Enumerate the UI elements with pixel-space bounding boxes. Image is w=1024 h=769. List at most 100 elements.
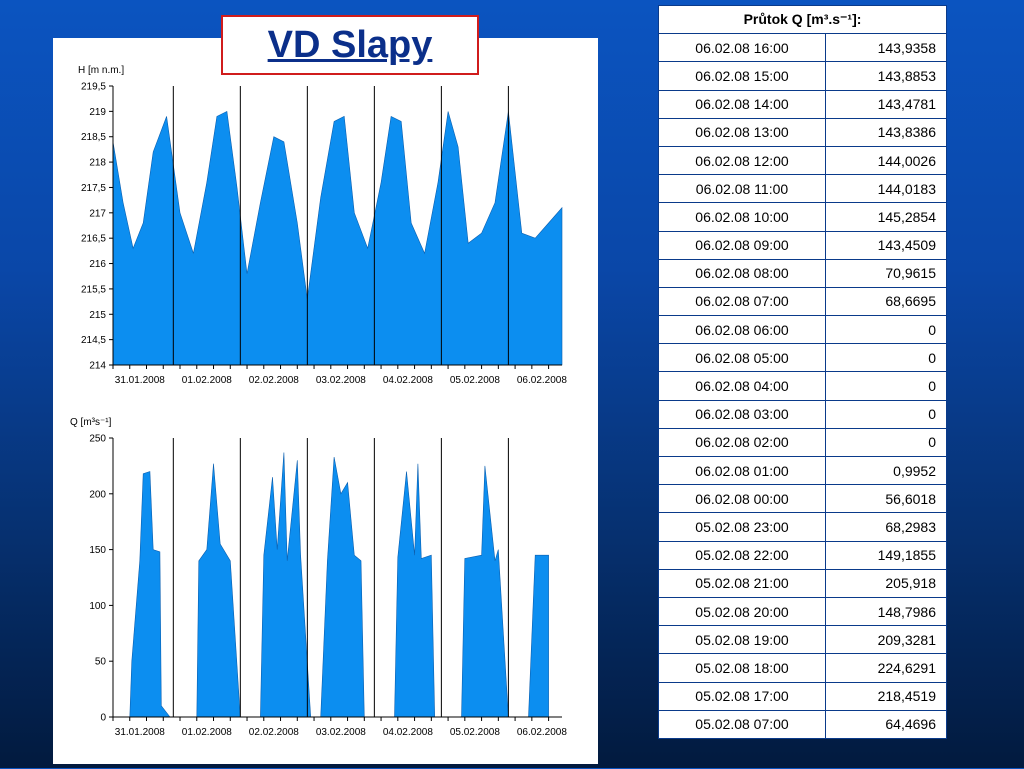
y-axis-label: H [m n.m.]: [78, 65, 124, 76]
x-tick-label: 04.02.2008: [383, 727, 433, 738]
table-cell-flow: 68,2983: [825, 512, 947, 542]
table-row: 06.02.08 06:00 0: [658, 315, 947, 345]
x-tick-label: 06.02.2008: [517, 375, 567, 386]
table-row: 05.02.08 21:00 205,918: [658, 568, 947, 598]
y-tick-label: 200: [89, 489, 106, 500]
table-cell-time: 06.02.08 09:00: [658, 230, 826, 260]
title-box: VD Slapy: [221, 15, 479, 75]
y-tick-label: 217: [89, 208, 106, 219]
x-tick-label: 01.02.2008: [182, 375, 232, 386]
table-cell-time: 06.02.08 10:00: [658, 202, 826, 232]
y-tick-label: 215: [89, 310, 106, 321]
table-cell-time: 06.02.08 08:00: [658, 258, 826, 288]
table-cell-time: 06.02.08 11:00: [658, 174, 826, 204]
table-header-row: Průtok Q [m³.s⁻¹]:: [658, 4, 947, 35]
table-cell-time: 06.02.08 02:00: [658, 427, 826, 458]
table-cell-flow: 0: [825, 315, 947, 345]
table-row: 05.02.08 20:00 148,7986: [658, 596, 947, 627]
table-row: 05.02.08 17:00 218,4519: [658, 681, 947, 711]
table-cell-flow: 145,2854: [825, 202, 947, 232]
table-cell-flow: 148,7986: [825, 596, 947, 627]
table-cell-flow: 209,3281: [825, 625, 947, 655]
table-cell-flow: 205,918: [825, 568, 947, 598]
table-header: Průtok Q [m³.s⁻¹]:: [658, 4, 947, 35]
table-row: 06.02.08 09:00 143,4509: [658, 230, 947, 260]
discharge-chart: 0 50 100 150 200 250 31.01.2008 01.02.2008 02.02…: [70, 417, 567, 738]
y-tick-label: 215,5: [81, 284, 106, 295]
table-row: 06.02.08 16:00 143,9358: [658, 33, 947, 63]
table-cell-flow: 68,6695: [825, 286, 947, 317]
table-row: 06.02.08 02:00 0: [658, 427, 947, 458]
table-cell-flow: 143,8386: [825, 117, 947, 147]
x-tick-label: 05.02.2008: [450, 727, 500, 738]
table-cell-time: 06.02.08 07:00: [658, 286, 826, 317]
table-cell-flow: 0: [825, 427, 947, 458]
y-tick-label: 0: [100, 713, 106, 724]
x-tick-label: 03.02.2008: [316, 375, 366, 386]
y-tick-label: 218,5: [81, 132, 106, 143]
table-cell-time: 05.02.08 17:00: [658, 681, 826, 711]
table-cell-flow: 149,1855: [825, 540, 947, 570]
y-tick-label: 217,5: [81, 183, 106, 194]
table-cell-time: 06.02.08 05:00: [658, 343, 826, 373]
table-cell-time: 05.02.08 18:00: [658, 653, 826, 683]
y-tick-label: 100: [89, 601, 106, 612]
table-row: 06.02.08 12:00 144,0026: [658, 145, 947, 176]
table-row: 06.02.08 11:00 144,0183: [658, 174, 947, 204]
table-cell-flow: 218,4519: [825, 681, 947, 711]
table-cell-time: 06.02.08 04:00: [658, 371, 826, 401]
table-row: 06.02.08 13:00 143,8386: [658, 117, 947, 147]
charts-svg: 214 214,5 215 215,5 216 216,5 217 217,5 218 218,5…: [70, 65, 567, 738]
table-row: 06.02.08 14:00 143,4781: [658, 89, 947, 119]
x-tick-label: 02.02.2008: [249, 375, 299, 386]
table-cell-time: 06.02.08 06:00: [658, 315, 826, 345]
table-cell-flow: 56,6018: [825, 484, 947, 514]
table-cell-flow: 224,6291: [825, 653, 947, 683]
table-row: 06.02.08 04:00 0: [658, 371, 947, 401]
y-tick-label: 250: [89, 434, 106, 445]
x-tick-label: 03.02.2008: [316, 727, 366, 738]
table-cell-time: 05.02.08 22:00: [658, 540, 826, 570]
table-cell-time: 05.02.08 21:00: [658, 568, 826, 598]
table-cell-time: 05.02.08 07:00: [658, 709, 826, 739]
x-tick-label: 31.01.2008: [115, 375, 165, 386]
series-area: [113, 452, 549, 718]
table-row: 06.02.08 15:00 143,8853: [658, 61, 947, 91]
table-cell-time: 06.02.08 14:00: [658, 89, 826, 119]
y-tick-label: 216: [89, 259, 106, 270]
table-cell-flow: 0: [825, 371, 947, 401]
y-tick-label: 216,5: [81, 234, 106, 245]
table-cell-time: 06.02.08 13:00: [658, 117, 826, 147]
table-cell-time: 05.02.08 23:00: [658, 512, 826, 542]
x-tick-label: 04.02.2008: [383, 375, 433, 386]
table-cell-time: 06.02.08 15:00: [658, 61, 826, 91]
y-tick-label: 219,5: [81, 82, 106, 93]
y-axis-label: Q [m³s⁻¹]: [70, 417, 112, 428]
flow-table: Průtok Q [m³.s⁻¹]: 06.02.08 16:00 143,935…: [658, 4, 947, 739]
water-level-chart: 214 214,5 215 215,5 216 216,5 217 217,5 218 218,5…: [78, 65, 567, 386]
table-row: 06.02.08 05:00 0: [658, 343, 947, 373]
table-cell-time: 06.02.08 12:00: [658, 145, 826, 176]
x-tick-label: 05.02.2008: [450, 375, 500, 386]
table-cell-flow: 143,8853: [825, 61, 947, 91]
table-row: 06.02.08 07:00 68,6695: [658, 286, 947, 317]
y-tick-label: 214: [89, 361, 106, 372]
table-row: 05.02.08 22:00 149,1855: [658, 540, 947, 570]
table-cell-time: 05.02.08 20:00: [658, 596, 826, 627]
x-tick-label: 06.02.2008: [517, 727, 567, 738]
table-body: 06.02.08 16:00 143,9358 06.02.08 15:00 143,…: [658, 33, 947, 739]
table-cell-flow: 143,4509: [825, 230, 947, 260]
table-cell-flow: 143,9358: [825, 33, 947, 63]
table-cell-time: 06.02.08 16:00: [658, 33, 826, 63]
table-cell-time: 05.02.08 19:00: [658, 625, 826, 655]
series-area: [112, 110, 563, 366]
x-tick-label: 01.02.2008: [182, 727, 232, 738]
x-tick-label: 31.01.2008: [115, 727, 165, 738]
table-row: 06.02.08 01:00 0,9952: [658, 455, 947, 486]
y-tick-label: 218: [89, 158, 106, 169]
table-cell-flow: 0: [825, 399, 947, 429]
y-tick-label: 50: [95, 657, 107, 668]
table-row: 05.02.08 18:00 224,6291: [658, 653, 947, 683]
page-title: VD Slapy: [267, 23, 433, 66]
table-cell-flow: 0,9952: [825, 455, 947, 486]
